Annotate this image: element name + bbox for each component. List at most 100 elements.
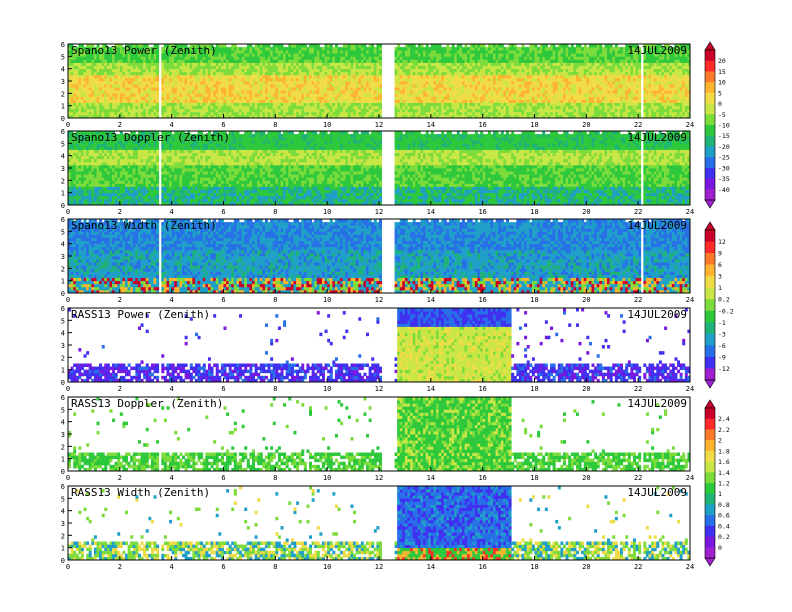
heatmap-cell — [529, 112, 532, 115]
heatmap-cell — [192, 96, 195, 99]
heatmap-cell — [550, 90, 553, 93]
heatmap-cell — [179, 109, 182, 112]
heatmap-cell — [436, 90, 439, 93]
heatmap-cell — [446, 106, 449, 109]
heatmap-cell — [205, 84, 208, 87]
heatmap-cell — [444, 90, 447, 93]
heatmap-cell — [361, 50, 364, 53]
heatmap-cell — [281, 90, 284, 93]
heatmap-cell — [143, 59, 146, 62]
heatmap-cell — [265, 81, 268, 84]
heatmap-cell — [503, 112, 506, 115]
heatmap-cell — [579, 66, 582, 69]
heatmap-cell — [610, 50, 613, 53]
heatmap-cell — [286, 72, 289, 75]
heatmap-cell — [117, 109, 120, 112]
heatmap-cell — [273, 100, 276, 103]
heatmap-cell — [581, 59, 584, 62]
heatmap-cell — [309, 56, 312, 59]
heatmap-cell — [200, 96, 203, 99]
heatmap-cell — [524, 109, 527, 112]
heatmap-cell — [314, 93, 317, 96]
heatmap-cell — [358, 53, 361, 56]
heatmap-cell — [483, 100, 486, 103]
heatmap-cell — [128, 78, 131, 81]
heatmap-cell — [566, 112, 569, 115]
heatmap-cell — [179, 96, 182, 99]
heatmap-cell — [299, 69, 302, 72]
heatmap-cell — [247, 63, 250, 66]
heatmap-cell — [402, 112, 405, 115]
heatmap-cell — [553, 47, 556, 50]
heatmap-cell — [358, 75, 361, 78]
heatmap-cell — [537, 93, 540, 96]
heatmap-cell — [441, 66, 444, 69]
heatmap-cell — [296, 44, 299, 47]
heatmap-cell — [283, 63, 286, 66]
heatmap-cell — [350, 81, 353, 84]
heatmap-cell — [335, 63, 338, 66]
heatmap-cell — [405, 103, 408, 106]
heatmap-cell — [545, 100, 548, 103]
heatmap-cell — [452, 84, 455, 87]
heatmap-cell — [319, 112, 322, 115]
heatmap-cell — [221, 87, 224, 90]
heatmap-cell — [363, 75, 366, 78]
heatmap-cell — [345, 78, 348, 81]
heatmap-cell — [278, 106, 281, 109]
heatmap-cell — [91, 81, 94, 84]
heatmap-cell — [516, 59, 519, 62]
heatmap-cell — [465, 93, 468, 96]
heatmap-cell — [501, 63, 504, 66]
heatmap-cell — [117, 84, 120, 87]
heatmap-cell — [195, 66, 198, 69]
heatmap-cell — [418, 50, 421, 53]
heatmap-cell — [405, 44, 408, 47]
heatmap-cell — [148, 84, 151, 87]
heatmap-cell — [348, 87, 351, 90]
heatmap-cell — [529, 87, 532, 90]
heatmap-cell — [537, 78, 540, 81]
heatmap-cell — [278, 90, 281, 93]
heatmap-cell — [332, 72, 335, 75]
heatmap-cell — [304, 87, 307, 90]
heatmap-cell — [568, 90, 571, 93]
heatmap-cell — [459, 93, 462, 96]
heatmap-cell — [327, 78, 330, 81]
heatmap-cell — [485, 47, 488, 50]
heatmap-cell — [527, 93, 530, 96]
heatmap-cell — [177, 100, 180, 103]
heatmap-cell — [104, 109, 107, 112]
heatmap-cell — [475, 103, 478, 106]
heatmap-cell — [514, 100, 517, 103]
heatmap-cell — [571, 96, 574, 99]
heatmap-cell — [465, 50, 468, 53]
heatmap-cell — [592, 44, 595, 47]
heatmap-cell — [519, 84, 522, 87]
heatmap-cell — [257, 109, 260, 112]
heatmap-cell — [444, 72, 447, 75]
heatmap-cell — [553, 66, 556, 69]
heatmap-cell — [286, 103, 289, 106]
heatmap-cell — [402, 84, 405, 87]
heatmap-cell — [615, 112, 618, 115]
heatmap-cell — [400, 78, 403, 81]
heatmap-cell — [535, 109, 538, 112]
heatmap-cell — [545, 63, 548, 66]
heatmap-cell — [597, 50, 600, 53]
heatmap-cell — [560, 90, 563, 93]
heatmap-cell — [470, 90, 473, 93]
heatmap-cell — [281, 75, 284, 78]
heatmap-cell — [260, 56, 263, 59]
heatmap-cell — [602, 93, 605, 96]
heatmap-cell — [532, 59, 535, 62]
heatmap-cell — [257, 81, 260, 84]
heatmap-cell — [182, 112, 185, 115]
heatmap-cell — [431, 84, 434, 87]
heatmap-cell — [78, 81, 81, 84]
heatmap-cell — [599, 112, 602, 115]
heatmap-cell — [133, 100, 136, 103]
heatmap-cell — [363, 93, 366, 96]
heatmap-cell — [125, 75, 128, 78]
heatmap-cell — [604, 106, 607, 109]
